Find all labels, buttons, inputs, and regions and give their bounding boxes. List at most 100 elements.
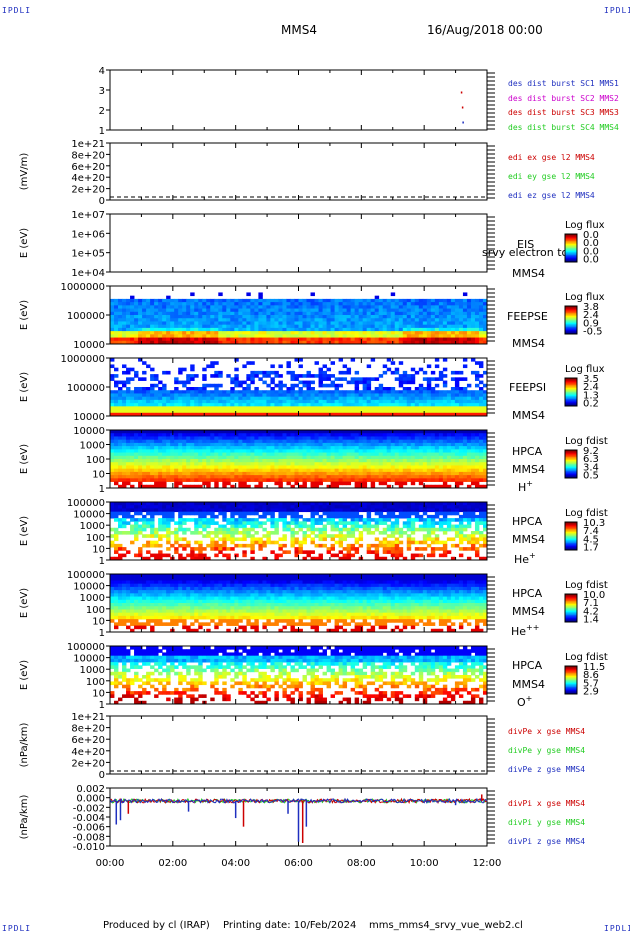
feepsi-colorbar-segment [565,382,577,385]
hpca_he1-colorbar-segment [565,537,577,540]
feepsi-y-tick-label: 100000 [67,383,105,394]
hpca_he1-colorbar-segment [565,536,577,538]
hpca_h-colorbar-segment [565,450,577,452]
divpe-y-tick-label: 6e+20 [71,735,105,746]
hpca_o-y-tick-label: 10 [92,688,105,699]
hpca_h-colorbar-segment [565,451,577,454]
hpca_h-colorbar-segment [565,464,577,466]
eis-colorbar-segment [565,257,577,260]
hpca_he2-y-tick-label: 10 [92,616,105,627]
feepsi-colorbar-title: Log flux [565,364,605,375]
divpe-y-tick-label: 2e+20 [71,758,105,769]
divpe-y-axis-label: (nPa/km) [19,723,30,768]
edi-y-tick-label: 4e+20 [71,173,105,184]
feepse-colorbar-segment [565,314,577,317]
hpca_he1-colorbar-segment [565,541,577,544]
hpca_he2-colorbar-segment [565,602,577,605]
feepse-spectrogram [110,292,488,345]
hpca_he2-colorbar-segment [565,596,577,599]
corner-label-bottom-right: IPDLI [604,924,630,933]
eis-y-tick-label: 1e+04 [71,268,105,279]
hpca_he1-colorbar-tick-label: 7.4 [583,526,599,537]
hpca_o-colorbar-segment [565,668,577,671]
feepsi-colorbar-segment [565,396,577,399]
hpca_h-species-label: H+ [518,479,533,494]
hpca_he1-colorbar-segment [565,527,577,530]
hpca_he1-colorbar-segment [565,523,577,526]
eis-colorbar-segment [565,235,577,238]
hpca_he2-y-tick-label: 100 [86,605,105,616]
feepsi-colorbar-tick-label: 2.4 [583,382,599,393]
feepsi-colorbar-tick-label: 0.2 [583,398,599,409]
feepsi-y-tick-label: 10000 [73,412,105,423]
hpca_h-colorbar-segment [565,472,577,475]
feepse-colorbar-title: Log flux [565,292,605,303]
hpca_o-colorbar-segment [565,681,577,684]
footer-script-name: mms_mms4_srvy_vue_web2.cl [369,920,523,931]
feepsi-colorbar-segment [565,403,577,406]
eis-colorbar-tick-label: 0.0 [583,246,599,257]
corner-label-bottom-left: IPDLI [2,924,32,933]
hpca_he1-colorbar-segment [565,533,577,536]
feepsi-side-label: MMS4 [512,409,545,422]
hpca_o-colorbar-tick-label: 8.6 [583,670,599,681]
eis-colorbar-segment [565,245,577,248]
hpca_he1-colorbar-segment [565,526,577,529]
feepse-y-axis-label: E (eV) [19,300,30,330]
hpca_h-colorbar-tick-label: 0.5 [583,470,599,481]
eis-colorbar-segment [565,234,577,236]
hpca_he2-colorbar-segment [565,605,577,608]
divpi-y-tick-label: -0.010 [73,842,105,853]
feepse-colorbar-segment [565,327,577,329]
hpca_he2-side-label: HPCA [512,587,543,600]
feepsi-colorbar-segment [565,401,577,404]
edi-y-tick-label: 8e+20 [71,150,105,161]
hpca_he2-colorbar-segment [565,616,577,619]
hpca_he2-species-charge: ++ [526,623,539,632]
divpi-y-tick-label: -0.002 [73,803,105,814]
hpca_he2-colorbar-segment [565,601,577,603]
divpe-legend-entry: divPe z gse MMS4 [508,765,585,774]
hpca_he2-y-tick-label: 100000 [67,570,105,581]
feepsi-colorbar-segment [565,394,577,397]
hpca_he1-colorbar-segment [565,524,577,527]
hpca_o-y-tick-label: 10000 [73,654,105,665]
feepse-colorbar-segment [565,306,577,308]
hpca_o-spectrogram [110,646,488,705]
hpca_o-y-tick-label: 100 [86,677,105,688]
hpca_h-colorbar-tick-label: 3.4 [583,462,599,473]
feepse-colorbar-segment [565,329,577,332]
feepse-colorbar-segment [565,324,577,327]
eis-side-label: MMS4 [512,267,545,280]
hpca_h-colorbar-segment [565,468,577,471]
hpca_he2-colorbar [564,593,578,623]
hpca_he2-y-tick-label: 10000 [73,582,105,593]
hpca_h-colorbar-segment [565,454,577,457]
hpca_o-species-label: O+ [517,694,532,709]
hpca_he2-colorbar-segment [565,603,577,606]
hpca_he1-colorbar-segment [565,543,577,545]
hpca_he2-spectrogram [110,574,488,633]
hpca_h-colorbar-segment [565,466,577,469]
hpca_h-colorbar-segment [565,469,577,472]
burst-frame [109,69,488,131]
edi-y-axis-label: (mV/m) [19,153,30,191]
hpca_he1-colorbar-segment [565,522,577,524]
hpca_he1-colorbar-title: Log fdist [565,508,608,519]
feepse-colorbar-segment [565,331,577,334]
hpca_h-side-label: MMS4 [512,463,545,476]
hpca_h-colorbar-segment [565,457,577,459]
hpca_o-colorbar-segment [565,685,577,688]
hpca_h-colorbar-segment [565,473,577,476]
divpi-y-tick-label: -0.008 [73,832,105,843]
hpca_he1-colorbar-tick-label: 4.5 [583,534,599,545]
burst-y-tick-label: 1 [99,126,105,137]
burst-y-tick-label: 4 [99,66,105,77]
hpca_h-y-tick-label: 1000 [80,441,105,452]
edi-legend-entry: edi ey gse l2 MMS4 [508,172,595,181]
feepsi-colorbar-segment [565,380,577,383]
divpi-y-tick-label: -0.004 [73,813,105,824]
eis-colorbar-segment [565,253,577,256]
hpca_he1-colorbar-segment [565,531,577,534]
eis-y-tick-label: 1e+07 [71,210,105,221]
